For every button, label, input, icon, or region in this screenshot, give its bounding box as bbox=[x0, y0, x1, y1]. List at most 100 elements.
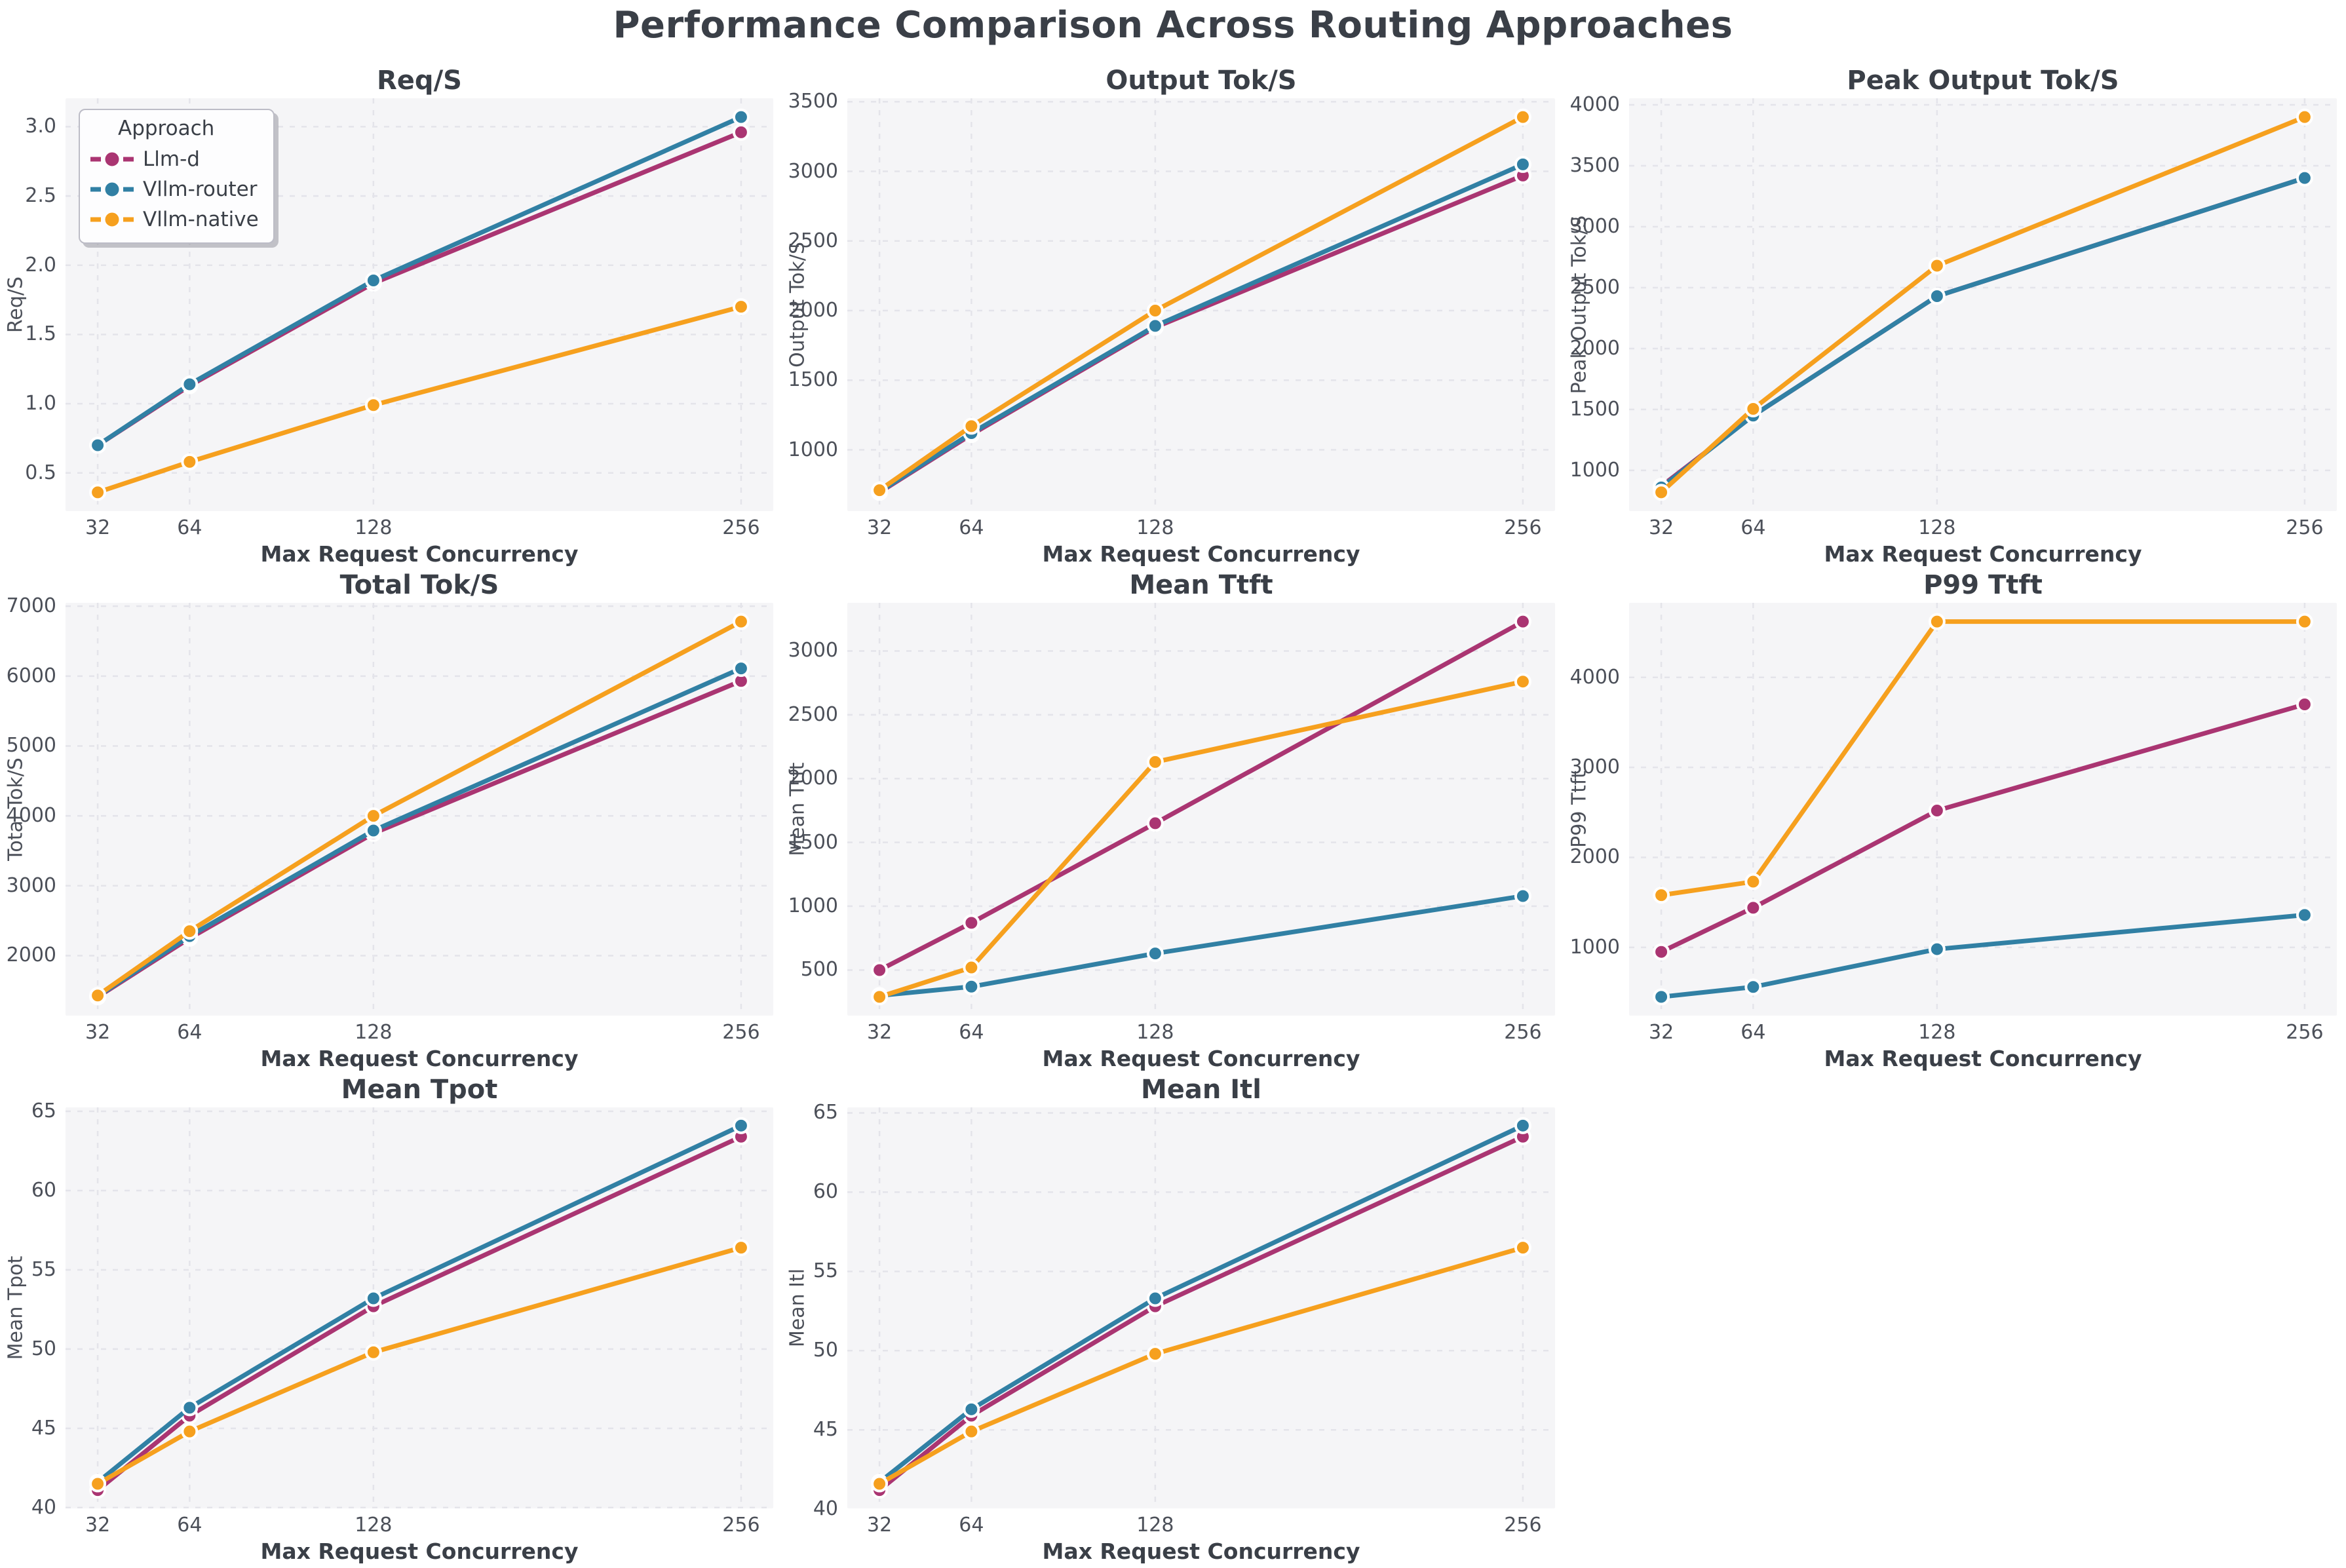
data-point-vllm-native bbox=[1514, 108, 1531, 126]
subplot-peak-output-tok-s: Peak Output Tok/S Peak Output Tok/S Max … bbox=[1564, 66, 2346, 570]
plot-area bbox=[847, 98, 1555, 511]
data-point-vllm-native bbox=[181, 1423, 199, 1440]
x-tick-label: 64 bbox=[959, 516, 984, 539]
data-point-vllm-native bbox=[1146, 753, 1164, 771]
y-tick-label: 3000 bbox=[788, 159, 838, 183]
y-tick-label: 40 bbox=[813, 1497, 838, 1521]
y-tick-label: 6000 bbox=[6, 664, 56, 687]
y-tick-label: 1500 bbox=[788, 368, 838, 392]
data-point-vllm-native bbox=[732, 1239, 750, 1257]
data-point-vllm-native bbox=[89, 484, 107, 501]
data-point-vllm-router bbox=[89, 436, 107, 454]
y-tick-label: 5000 bbox=[6, 734, 56, 757]
x-axis-label: Max Request Concurrency bbox=[1824, 1046, 2142, 1071]
y-tick-label: 65 bbox=[813, 1101, 838, 1124]
x-tick-label: 64 bbox=[959, 1514, 984, 1537]
data-point-vllm-native bbox=[2296, 613, 2313, 630]
legend-marker-icon bbox=[90, 150, 134, 168]
legend-item-label: Vllm-router bbox=[143, 178, 258, 201]
series-line-vllm-native bbox=[95, 1245, 744, 1487]
data-point-vllm-native bbox=[963, 1423, 980, 1440]
x-tick-label: 32 bbox=[85, 1021, 111, 1044]
data-point-vllm-router bbox=[1653, 988, 1670, 1006]
y-tick-label: 1500 bbox=[1569, 397, 1620, 421]
data-point-vllm-native bbox=[1514, 673, 1531, 691]
subplot-mean-itl: Mean Itl Mean Itl Max Request Concurrenc… bbox=[782, 1075, 1564, 1568]
data-point-vllm-router bbox=[1514, 887, 1531, 905]
subplot-title: Mean Itl bbox=[1140, 1075, 1262, 1105]
x-tick-label: 256 bbox=[722, 516, 760, 539]
data-point-llm-d bbox=[1928, 802, 1946, 820]
x-axis-label: Max Request Concurrency bbox=[1042, 1539, 1360, 1564]
y-tick-label: 7000 bbox=[6, 594, 56, 618]
plot-area bbox=[847, 603, 1555, 1016]
data-point-vllm-router bbox=[364, 822, 382, 839]
y-tick-label: 2500 bbox=[1569, 275, 1620, 299]
x-tick-label: 128 bbox=[1136, 1514, 1174, 1537]
data-point-vllm-router bbox=[1928, 287, 1946, 305]
series-line-vllm-native bbox=[877, 115, 1526, 493]
y-tick-label: 3000 bbox=[788, 639, 838, 662]
data-point-vllm-native bbox=[181, 923, 199, 940]
series-line-llm-d bbox=[1659, 176, 2307, 489]
y-tick-label: 65 bbox=[31, 1100, 56, 1123]
y-tick-label: 60 bbox=[31, 1178, 56, 1202]
y-tick-label: 4000 bbox=[1569, 665, 1620, 689]
series-line-llm-d bbox=[95, 678, 744, 999]
data-point-vllm-router bbox=[732, 1117, 750, 1134]
y-tick-label: 1.0 bbox=[25, 392, 56, 415]
y-tick-label: 50 bbox=[31, 1337, 56, 1360]
y-tick-label: 2000 bbox=[788, 299, 838, 322]
y-tick-label: 1.5 bbox=[25, 322, 56, 346]
subplot-title: Peak Output Tok/S bbox=[1847, 66, 2119, 96]
x-axis-label: Max Request Concurrency bbox=[1042, 1046, 1360, 1071]
data-point-vllm-native bbox=[871, 482, 889, 499]
data-point-vllm-native bbox=[732, 298, 750, 316]
data-point-llm-d bbox=[963, 914, 980, 932]
legend-item: Vllm-native bbox=[89, 204, 259, 235]
subplot-title: Mean Tpot bbox=[341, 1075, 498, 1105]
y-tick-label: 1500 bbox=[788, 830, 838, 854]
legend-item-label: Vllm-native bbox=[143, 208, 259, 231]
legend-items: Llm-d Vllm-router Vllm-native bbox=[89, 144, 259, 235]
y-tick-label: 2000 bbox=[1569, 845, 1620, 869]
x-tick-label: 32 bbox=[866, 516, 893, 539]
y-axis-label: P99 Ttft bbox=[1567, 771, 1591, 848]
data-point-vllm-router bbox=[1514, 155, 1531, 173]
y-tick-label: 3000 bbox=[6, 873, 56, 897]
data-point-vllm-native bbox=[732, 613, 750, 630]
data-point-vllm-native bbox=[2296, 108, 2313, 126]
x-tick-label: 32 bbox=[866, 1514, 893, 1537]
x-tick-label: 32 bbox=[1648, 516, 1674, 539]
y-tick-label: 45 bbox=[31, 1416, 56, 1440]
x-tick-label: 64 bbox=[177, 1021, 202, 1044]
y-tick-label: 3000 bbox=[1569, 755, 1620, 779]
subplot-total-tok-s: Total Tok/S Total Tok/S Max Request Conc… bbox=[0, 570, 782, 1075]
data-point-llm-d bbox=[732, 123, 750, 141]
x-tick-label: 64 bbox=[1740, 516, 1766, 539]
data-point-llm-d bbox=[1653, 943, 1670, 961]
x-tick-label: 64 bbox=[177, 516, 202, 539]
x-tick-label: 32 bbox=[85, 516, 111, 539]
data-point-vllm-router bbox=[364, 1290, 382, 1307]
data-point-llm-d bbox=[1146, 814, 1164, 832]
data-point-vllm-native bbox=[1744, 400, 1762, 417]
y-tick-label: 40 bbox=[31, 1495, 56, 1519]
subplot-title: Req/S bbox=[377, 66, 462, 96]
data-point-vllm-native bbox=[1928, 257, 1946, 275]
subplot-req-s: Req/S Req/S Approach Llm-d Vllm-router Vll… bbox=[0, 66, 782, 570]
legend-title: Approach bbox=[118, 117, 215, 140]
x-tick-label: 64 bbox=[177, 1514, 202, 1537]
chart-canvas bbox=[847, 98, 1555, 511]
data-point-vllm-router bbox=[364, 272, 382, 290]
chart-canvas bbox=[66, 603, 773, 1016]
data-point-vllm-router bbox=[1514, 1117, 1531, 1134]
y-tick-label: 2500 bbox=[788, 702, 838, 726]
x-tick-label: 128 bbox=[1136, 516, 1174, 539]
chart-canvas bbox=[1629, 98, 2337, 511]
chart-canvas bbox=[847, 603, 1555, 1016]
y-tick-label: 55 bbox=[31, 1257, 56, 1281]
data-point-vllm-native bbox=[1653, 484, 1670, 501]
y-tick-label: 2500 bbox=[788, 229, 838, 252]
chart-canvas bbox=[847, 1107, 1555, 1508]
